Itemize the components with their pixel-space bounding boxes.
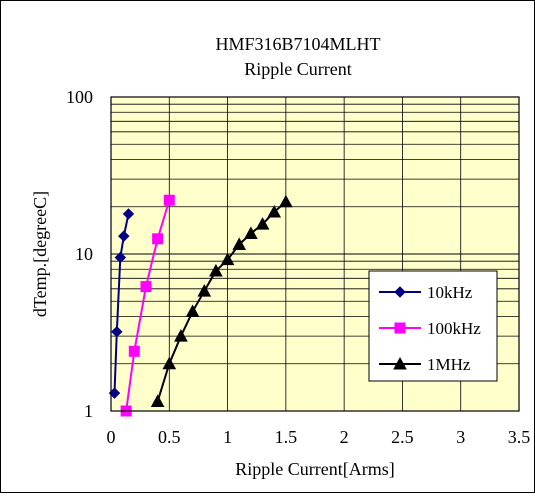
data-point [118,230,130,242]
data-point [255,217,270,230]
data-point [162,356,177,370]
data-point [267,205,282,218]
data-point [152,233,164,245]
series-10kHz [108,208,135,399]
legend: 10kHz 100kHz 1MHz [368,270,498,382]
data-point [140,281,152,293]
series-1MHz [150,194,293,407]
legend-box [368,270,498,382]
data-point [163,194,175,206]
data-point [244,226,258,240]
x-tick-label: 3.5 [508,427,531,447]
y-tick-label: 1 [84,401,93,421]
x-tick-label: 3 [456,427,465,447]
data-point [114,251,127,264]
data-point [209,263,223,277]
y-tick-label: 100 [66,87,93,107]
legend-label: 1MHz [427,355,471,374]
legend-marker [394,322,406,334]
data-point [150,394,165,407]
data-point [111,325,123,338]
legend-marker [394,286,406,298]
x-tick-label: 0.5 [158,427,181,447]
legend-label: 10kHz [427,283,473,302]
y-tick-label: 10 [75,244,93,264]
data-point [122,208,135,220]
data-point [174,329,188,342]
data-point [279,194,293,208]
chart-title: HMF316B7104MLHT [215,34,380,54]
chart-subtitle: Ripple Current [244,59,351,79]
x-tick-label: 2.5 [391,427,414,447]
legend-label: 100kHz [427,319,481,338]
x-tick-label: 1 [223,427,232,447]
x-tick-label: 1.5 [275,427,298,447]
data-point [185,304,200,318]
legend-marker [393,356,407,370]
plot-border [110,96,520,412]
x-tick-label: 0 [107,427,116,447]
x-axis-label: Ripple Current[Arms] [235,459,394,479]
series-layer [108,194,293,417]
data-point [197,284,212,297]
data-point [128,345,140,357]
y-axis-label: dTemp.[degreeC] [30,191,50,317]
data-point [220,252,235,266]
tick-labels: 0 0.5 1 1.5 2 2.5 3 3.5 1 10 100 [66,87,530,447]
data-point [232,237,247,250]
x-tick-label: 2 [340,427,349,447]
